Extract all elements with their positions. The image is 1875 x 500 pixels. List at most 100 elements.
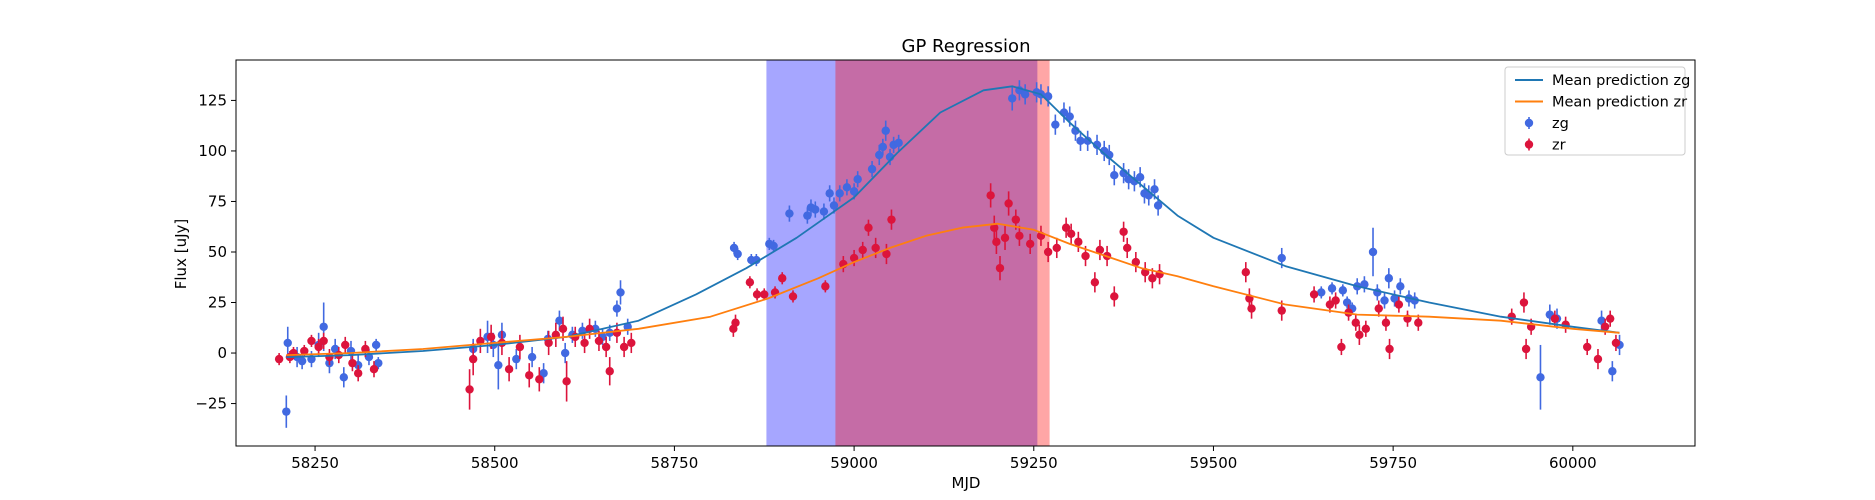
- y-tick-label: 0: [217, 344, 227, 362]
- zg-point: [820, 207, 828, 215]
- zr-point: [821, 282, 829, 290]
- zg-point: [1396, 282, 1404, 290]
- zr-point: [620, 343, 628, 351]
- zr-point: [1522, 345, 1530, 353]
- zg-point: [811, 205, 819, 213]
- zg-point: [879, 143, 887, 151]
- zr-point: [319, 337, 327, 345]
- zr-point: [996, 264, 1004, 272]
- zg-point: [825, 189, 833, 197]
- legend-point-swatch: [1525, 140, 1533, 148]
- zr-point: [1520, 298, 1528, 306]
- y-tick-label: 125: [198, 91, 227, 109]
- zg-point: [298, 357, 306, 365]
- zr-point: [1583, 343, 1591, 351]
- legend: Mean prediction zg Mean prediction zr zg zr: [1505, 67, 1690, 155]
- zg-point: [372, 341, 380, 349]
- legend-entry-label: Mean prediction zr: [1552, 95, 1687, 111]
- zr-point: [778, 274, 786, 282]
- chart-title: GP Regression: [902, 36, 1031, 57]
- zg-point: [868, 165, 876, 173]
- zr-point: [559, 325, 567, 333]
- zr-point: [1395, 300, 1403, 308]
- zr-point: [1310, 290, 1318, 298]
- zr-point: [613, 329, 621, 337]
- zg-point: [494, 361, 502, 369]
- zr-point: [1026, 240, 1034, 248]
- zg-point: [1110, 171, 1118, 179]
- zr-point: [1015, 232, 1023, 240]
- zr-point: [1004, 199, 1012, 207]
- zg-point: [340, 373, 348, 381]
- zr-point: [1081, 252, 1089, 260]
- legend-entry-label: Mean prediction zg: [1552, 73, 1690, 89]
- zr-point: [1606, 314, 1614, 322]
- zr-point: [760, 290, 768, 298]
- zr-point: [606, 367, 614, 375]
- zr-point: [469, 355, 477, 363]
- zg-point: [882, 127, 890, 135]
- zg-point: [1136, 173, 1144, 181]
- zr-point: [1385, 345, 1393, 353]
- zg-point: [561, 349, 569, 357]
- zr-point: [341, 341, 349, 349]
- zr-point: [1612, 339, 1620, 347]
- zg-point: [769, 242, 777, 250]
- zg-point: [1051, 120, 1059, 128]
- zr-point: [1044, 248, 1052, 256]
- zr-point: [1362, 325, 1370, 333]
- x-axis-label: MJD: [952, 474, 981, 492]
- zr-point: [1091, 278, 1099, 286]
- y-tick-label: −25: [195, 395, 227, 413]
- zg-point: [1608, 367, 1616, 375]
- zr-point: [1247, 304, 1255, 312]
- zr-point: [1148, 274, 1156, 282]
- zr-point: [275, 355, 283, 363]
- zr-point: [465, 385, 473, 393]
- zr-point: [1331, 296, 1339, 304]
- x-tick-label: 58750: [651, 454, 699, 472]
- legend-point-swatch: [1525, 119, 1533, 127]
- zr-point: [789, 292, 797, 300]
- zr-point: [595, 337, 603, 345]
- zr-point: [1110, 292, 1118, 300]
- zr-point: [753, 290, 761, 298]
- zr-point: [348, 359, 356, 367]
- zr-point: [525, 371, 533, 379]
- zg-point: [853, 175, 861, 183]
- zr-point: [1123, 244, 1131, 252]
- zr-point: [1074, 238, 1082, 246]
- zr-point: [1337, 343, 1345, 351]
- zr-point: [1414, 319, 1422, 327]
- zg-point: [613, 304, 621, 312]
- y-axis-label: Flux [uJy]: [172, 219, 190, 289]
- y-tick-label: 25: [208, 294, 227, 312]
- x-tick-label: 59250: [1010, 454, 1058, 472]
- zr-point: [992, 238, 1000, 246]
- zr-point: [1551, 314, 1559, 322]
- zg-point: [1385, 274, 1393, 282]
- y-tick-label: 75: [208, 192, 227, 210]
- zr-point: [864, 224, 872, 232]
- zr-point: [1012, 215, 1020, 223]
- zr-point: [1242, 268, 1250, 276]
- x-tick-label: 58250: [291, 454, 339, 472]
- zg-point: [843, 183, 851, 191]
- x-tick-label: 60000: [1549, 454, 1597, 472]
- zr-point: [535, 375, 543, 383]
- zg-point: [1076, 137, 1084, 145]
- zr-point: [354, 369, 362, 377]
- x-tick-label: 58500: [471, 454, 519, 472]
- zg-point: [894, 139, 902, 147]
- zr-point: [1594, 355, 1602, 363]
- zr-point: [1508, 312, 1516, 320]
- legend-entry-label: zg: [1552, 116, 1569, 132]
- zr-point: [1355, 331, 1363, 339]
- x-tick-label: 59750: [1369, 454, 1417, 472]
- zg-point: [1339, 286, 1347, 294]
- zr-point: [746, 278, 754, 286]
- zr-point: [505, 365, 513, 373]
- zg-point: [1317, 288, 1325, 296]
- zr-point: [859, 246, 867, 254]
